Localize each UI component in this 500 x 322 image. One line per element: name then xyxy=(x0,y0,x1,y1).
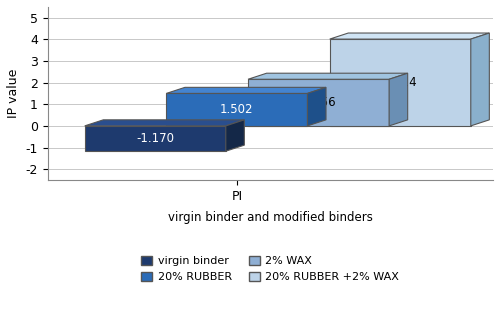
Polygon shape xyxy=(84,120,244,126)
Polygon shape xyxy=(84,126,226,151)
Polygon shape xyxy=(389,73,407,126)
Polygon shape xyxy=(166,87,326,93)
Polygon shape xyxy=(330,39,471,126)
Text: 4.014: 4.014 xyxy=(384,76,417,89)
Polygon shape xyxy=(308,87,326,126)
Y-axis label: IP value: IP value xyxy=(7,69,20,118)
Text: 2.156: 2.156 xyxy=(302,96,336,109)
Polygon shape xyxy=(226,120,244,151)
Legend: virgin binder, 20% RUBBER, 2% WAX, 20% RUBBER +2% WAX: virgin binder, 20% RUBBER, 2% WAX, 20% R… xyxy=(137,251,404,287)
Polygon shape xyxy=(471,33,490,126)
Polygon shape xyxy=(248,79,389,126)
Text: -1.170: -1.170 xyxy=(136,132,174,145)
Polygon shape xyxy=(248,73,408,79)
X-axis label: virgin binder and modified binders: virgin binder and modified binders xyxy=(168,211,373,224)
Polygon shape xyxy=(166,93,308,126)
Polygon shape xyxy=(330,33,490,39)
Text: 1.502: 1.502 xyxy=(220,103,254,116)
